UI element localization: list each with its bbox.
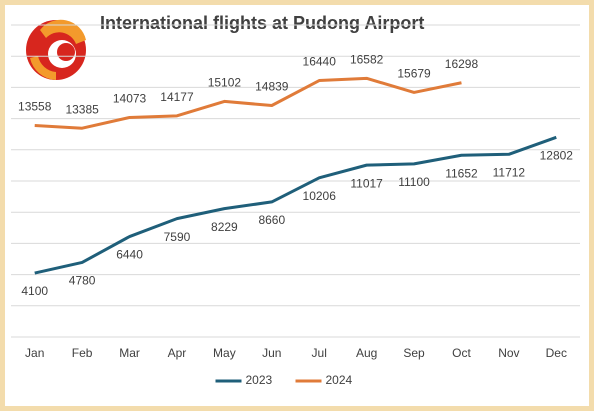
data-label: 11100 [398,175,430,189]
x-tick-label: Jun [262,346,281,360]
x-tick-label: Dec [546,346,567,360]
x-tick-label: Oct [452,346,471,360]
x-tick-label: Mar [119,346,140,360]
chart-title: International flights at Pudong Airport [100,13,424,33]
data-label: 8229 [211,220,238,234]
series-line [34,76,462,130]
x-tick-label: May [213,346,236,360]
data-label: 13558 [18,100,52,114]
x-tick-label: Nov [498,346,519,360]
x-tick-label: Jan [25,346,44,360]
data-label: 13385 [65,102,99,116]
data-label: 12802 [540,148,574,162]
data-label: 11652 [445,166,478,180]
x-tick-label: Apr [168,346,187,360]
data-label: 16582 [350,52,384,66]
data-label: 6440 [116,248,143,262]
x-tick-label: Feb [72,346,93,360]
data-label: 4780 [69,274,96,288]
x-tick-label: Sep [403,346,425,360]
data-label: 11017 [350,176,383,190]
data-label: 15102 [208,76,242,90]
data-label: 7590 [164,230,191,244]
data-label: 16440 [303,55,337,69]
x-tick-label: Jul [312,346,327,360]
data-label: 14177 [160,90,194,104]
data-label: 10206 [303,189,337,203]
legend-label: 2024 [326,373,353,387]
series-line [34,135,557,275]
data-label: 14839 [255,80,289,94]
data-label: 15679 [397,67,431,81]
data-label: 4100 [21,284,48,298]
data-label: 14073 [113,92,147,106]
legend-label: 2023 [246,373,273,387]
x-tick-label: Aug [356,346,377,360]
data-label: 16298 [445,57,479,71]
panel [5,5,589,406]
data-label: 8660 [258,213,285,227]
logo [26,19,86,80]
data-label: 11712 [493,165,526,179]
